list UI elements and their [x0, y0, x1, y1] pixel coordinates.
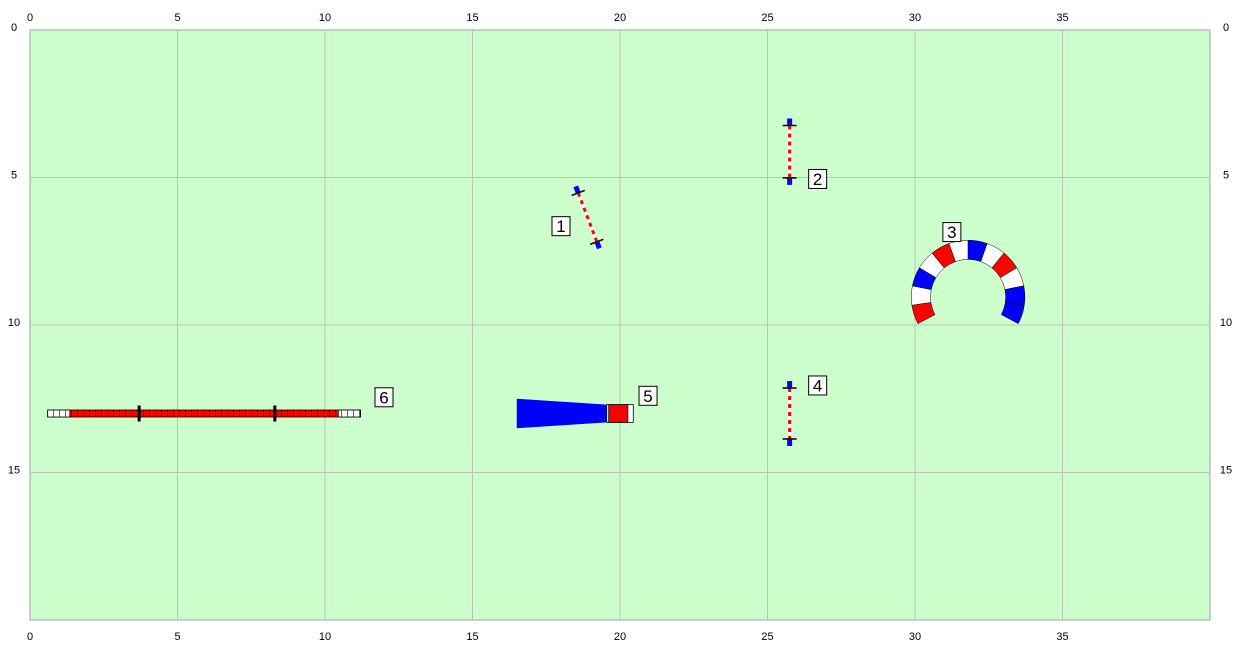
chute-barrel-band: [608, 404, 629, 423]
jump-obstacle-2: [782, 118, 797, 185]
label-number: 6: [379, 388, 388, 407]
jump-obstacle-1: [571, 185, 604, 250]
label-box: [551, 216, 571, 237]
label-box: [638, 385, 658, 406]
x-tick-top: 10: [319, 12, 331, 24]
dogwalk-obstacle-6: [47, 405, 361, 422]
x-tick-top: 35: [1056, 12, 1068, 24]
x-tick-bottom: 10: [319, 631, 331, 643]
jump-obstacle-4: [782, 381, 797, 446]
x-tick-bottom: 5: [174, 631, 180, 643]
dogwalk-support: [273, 405, 277, 422]
label-number: 5: [643, 387, 652, 406]
label-number: 3: [947, 223, 956, 242]
x-tick-top: 5: [174, 12, 180, 24]
x-tick-bottom: 35: [1056, 631, 1068, 643]
grid-lines: [30, 30, 1210, 620]
obstacles: [47, 118, 1026, 446]
x-tick-top: 30: [909, 12, 921, 24]
dogwalk-contact: [47, 409, 71, 418]
x-tick-bottom: 15: [466, 631, 478, 643]
obstacle-number-label: 2: [808, 168, 828, 189]
dogwalk-contact: [337, 409, 361, 418]
x-tick-bottom: 0: [27, 631, 33, 643]
y-tick-left: 10: [8, 317, 20, 329]
x-tick-top: 20: [614, 12, 626, 24]
obstacle-number-label: 5: [638, 385, 658, 406]
jump-bar-stripes: [576, 192, 599, 243]
dogwalk-plank: [47, 409, 361, 418]
y-tick-right: 15: [1220, 465, 1232, 477]
label-box: [808, 375, 828, 396]
chute-cloth: [516, 398, 607, 429]
obstacle-number-label: 6: [374, 387, 394, 408]
jump-wing: [594, 240, 602, 250]
y-tick-left: 0: [11, 22, 17, 34]
obstacle-number-label: 4: [808, 375, 828, 396]
jump-standard: [590, 238, 604, 245]
x-tick-top: 0: [27, 12, 33, 24]
x-tick-bottom: 30: [909, 631, 921, 643]
tunnel-segment: [1000, 302, 1025, 324]
label-box: [374, 387, 394, 408]
y-tick-left: 5: [11, 170, 17, 182]
x-tick-top: 25: [761, 12, 773, 24]
x-tick-bottom: 20: [614, 631, 626, 643]
dogwalk-support: [137, 405, 141, 422]
x-tick-bottom: 25: [761, 631, 773, 643]
tunnel-obstacle-3: [911, 239, 1026, 324]
obstacle-number-label: 3: [942, 222, 962, 243]
label-number: 1: [556, 217, 565, 236]
label-number: 4: [813, 376, 822, 395]
x-tick-top: 15: [466, 12, 478, 24]
y-tick-left: 15: [8, 465, 20, 477]
label-box: [942, 222, 962, 243]
y-tick-right: 10: [1220, 317, 1232, 329]
y-tick-right: 5: [1223, 170, 1229, 182]
obstacle-labels: 1 2 3 4 5 6: [374, 168, 962, 408]
obstacle-number-label: 1: [551, 216, 571, 237]
jump-wing: [573, 185, 581, 194]
chute-obstacle-5: [516, 398, 634, 429]
jump-standard: [571, 189, 586, 197]
label-number: 2: [813, 170, 822, 189]
label-box: [808, 168, 828, 189]
y-tick-right: 0: [1223, 22, 1229, 34]
